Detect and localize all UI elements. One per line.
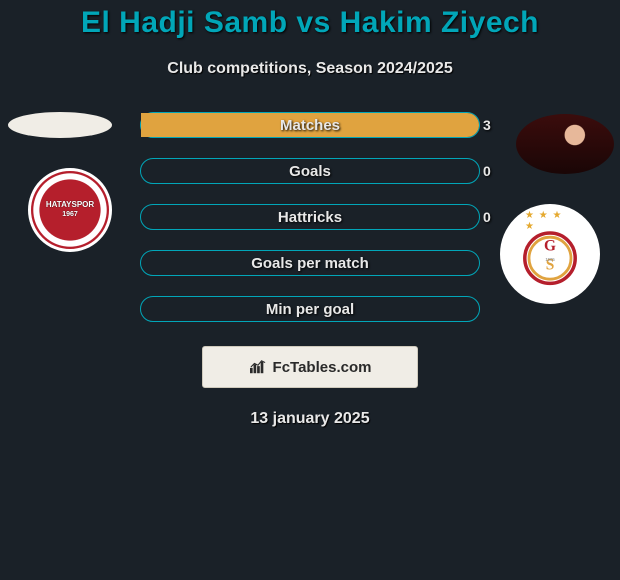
- stat-row: Goals per match: [140, 250, 480, 276]
- player2-photo: [516, 114, 614, 174]
- fctables-badge[interactable]: FcTables.com: [202, 346, 418, 388]
- date: 13 january 2025: [0, 410, 620, 428]
- stat-row: Goals0: [140, 158, 480, 184]
- stat-label: Goals: [141, 163, 479, 180]
- player1-photo: [8, 112, 112, 138]
- stars-icon: ★ ★ ★ ★: [525, 210, 575, 232]
- svg-text:G: G: [544, 238, 556, 255]
- bar-chart-icon: [249, 359, 267, 375]
- stat-value-right: 0: [483, 209, 503, 225]
- bar-right: [141, 113, 479, 137]
- player1-club-crest: HATAYSPOR1967: [28, 168, 112, 252]
- stat-label: Min per goal: [141, 301, 479, 318]
- comparison-arena: HATAYSPOR1967 ★ ★ ★ ★ G S 1905 Matches3 G…: [0, 112, 620, 322]
- stat-value-right: 3: [483, 117, 503, 133]
- player1-name: El Hadji Samb: [81, 6, 288, 39]
- stat-row: Matches3: [140, 112, 480, 138]
- player2-name: Hakim Ziyech: [340, 6, 539, 39]
- comparison-card: El Hadji Samb vs Hakim Ziyech Club compe…: [0, 0, 620, 580]
- subtitle: Club competitions, Season 2024/2025: [0, 60, 620, 78]
- stat-label: Goals per match: [141, 255, 479, 272]
- stat-value-right: 0: [483, 163, 503, 179]
- stat-row: Min per goal: [140, 296, 480, 322]
- stat-rows: Matches3 Goals0 Hattricks0 Goals per match M…: [140, 112, 480, 322]
- page-title: El Hadji Samb vs Hakim Ziyech: [0, 6, 620, 40]
- stat-label: Hattricks: [141, 209, 479, 226]
- stat-row: Hattricks0: [140, 204, 480, 230]
- badge-text: FcTables.com: [273, 359, 372, 376]
- svg-text:1905: 1905: [545, 257, 555, 262]
- player2-club-crest: ★ ★ ★ ★ G S 1905: [500, 204, 600, 304]
- hatayspor-crest-icon: HATAYSPOR1967: [46, 201, 94, 219]
- title-vs: vs: [288, 6, 340, 39]
